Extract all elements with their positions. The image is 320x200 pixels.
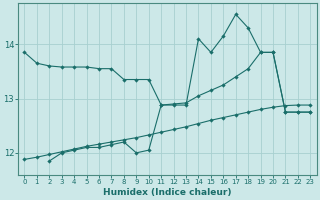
X-axis label: Humidex (Indice chaleur): Humidex (Indice chaleur) — [103, 188, 232, 197]
